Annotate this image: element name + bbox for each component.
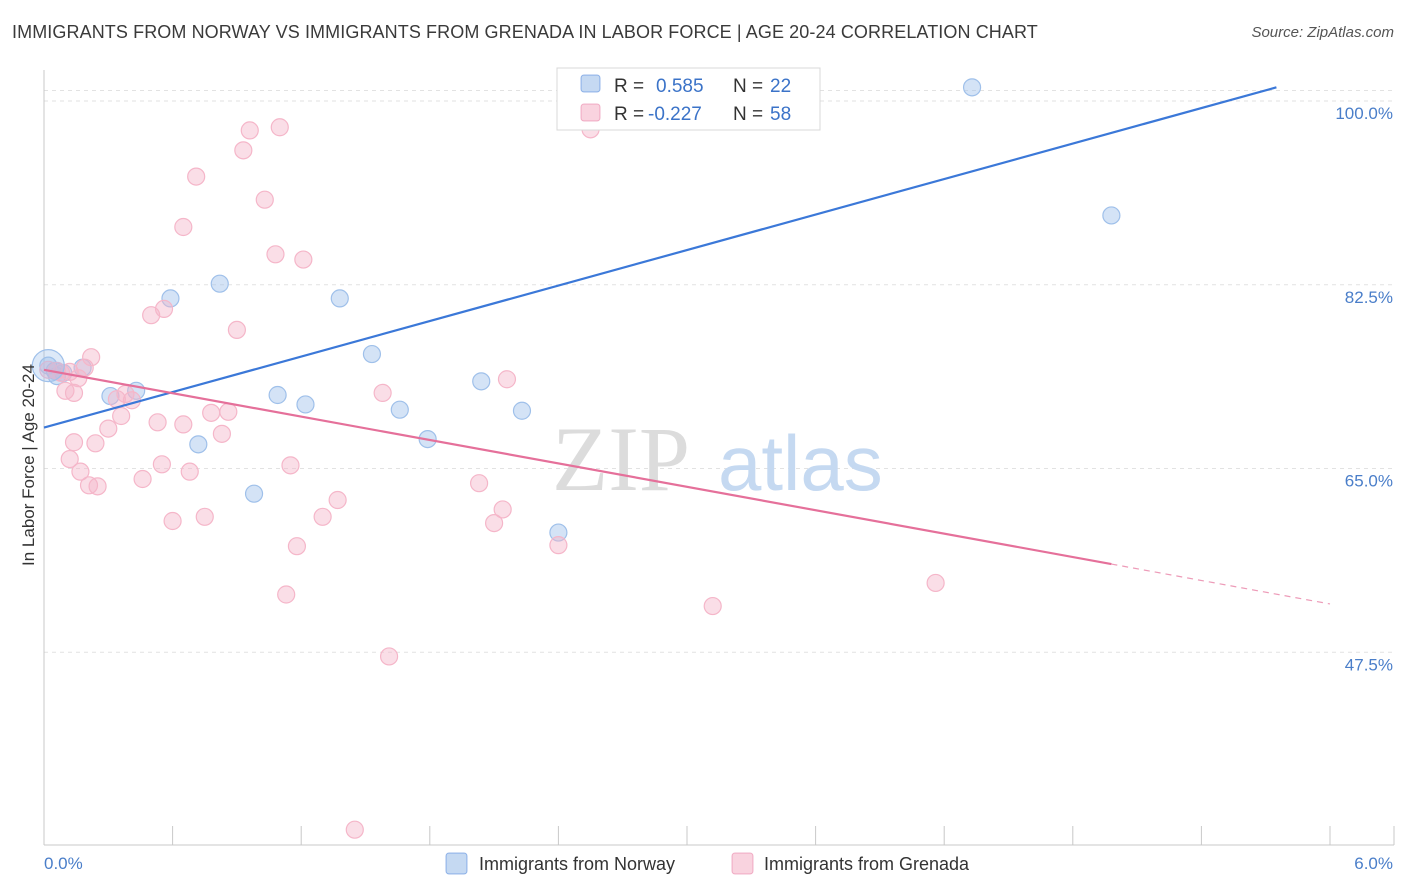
bottom-legend-swatch-norway	[445, 852, 468, 875]
x-tick-label: 6.0%	[1354, 854, 1393, 873]
grenada-point	[82, 348, 101, 367]
grenada-point	[99, 419, 118, 438]
grenada-point	[497, 370, 517, 389]
grenada-point	[227, 320, 246, 339]
y-tick-label: 100.0%	[1335, 104, 1393, 123]
grenada-point	[485, 513, 504, 533]
legend-r-value-grenada: -0.227	[648, 104, 702, 125]
norway-trend-line	[43, 86, 1277, 429]
legend-n-value-grenada: 58	[770, 104, 791, 125]
watermark: ZIP atlas	[552, 408, 883, 510]
legend-swatch-grenada	[580, 103, 601, 122]
grenada-point	[281, 456, 300, 475]
grenada-point	[163, 511, 182, 531]
norway-point	[189, 435, 208, 454]
norway-point-large	[31, 349, 65, 383]
norway-point	[244, 484, 264, 503]
grenada-point	[219, 402, 238, 421]
grenada-point	[112, 406, 131, 426]
grenada-point	[379, 647, 399, 666]
y-tick-label: 82.5%	[1345, 288, 1393, 307]
grenada-point	[703, 596, 722, 616]
grenada-point	[154, 299, 174, 318]
bottom-legend-label-norway: Immigrants from Norway	[479, 854, 675, 874]
grenada-point	[202, 403, 221, 422]
grenada-point	[174, 415, 193, 434]
watermark-zip: ZIP	[552, 408, 690, 510]
grenada-point	[926, 573, 945, 593]
legend-n-label-grenada: N =	[733, 104, 763, 125]
chart-source: Source: ZipAtlas.com	[1251, 24, 1394, 41]
grenada-point	[287, 537, 307, 556]
norway-point	[296, 395, 315, 414]
y-axis-label: In Labor Force | Age 20-24	[19, 364, 38, 566]
x-tick-label: 0.0%	[44, 854, 83, 873]
data-points	[31, 78, 1121, 839]
norway-point	[330, 289, 349, 308]
grenada-point	[148, 413, 167, 432]
grenada-point	[60, 449, 79, 469]
grenada-point	[493, 500, 512, 519]
grenada-point	[266, 245, 285, 264]
norway-point	[268, 385, 287, 405]
bottom-legend-label-grenada: Immigrants from Grenada	[764, 854, 970, 874]
norway-point	[210, 274, 229, 293]
y-tick-label: 65.0%	[1345, 472, 1393, 491]
bottom-legend: Immigrants from Norway Immigrants from G…	[445, 852, 970, 875]
chart-title: IMMIGRANTS FROM NORWAY VS IMMIGRANTS FRO…	[12, 22, 1038, 42]
grenada-point	[56, 381, 75, 400]
x-tick-labels: 0.0% 6.0%	[44, 854, 1393, 873]
norway-point	[161, 289, 180, 308]
grenada-point	[195, 507, 214, 526]
y-tick-label: 47.5%	[1345, 655, 1393, 674]
grenada-point	[277, 585, 296, 604]
legend-box: R = 0.585 N = 22 R = -0.227 N = 58	[556, 67, 821, 131]
bottom-legend-swatch-grenada	[731, 852, 754, 875]
grenada-point	[64, 433, 84, 452]
legend-box-frame	[556, 67, 821, 131]
norway-point	[962, 78, 982, 97]
grenada-point	[549, 536, 568, 555]
legend-r-value-norway: 0.585	[656, 76, 704, 97]
grenada-point	[152, 455, 171, 474]
grenada-point	[345, 820, 364, 839]
norway-point	[472, 372, 491, 391]
axes	[43, 70, 1395, 846]
grenada-point	[373, 383, 392, 402]
y-tick-labels: 100.0% 82.5% 65.0% 47.5%	[1335, 104, 1393, 674]
grenada-point	[328, 490, 347, 510]
grenada-point	[294, 250, 313, 269]
grenada-trend-line	[43, 368, 1112, 566]
grenada-point	[133, 469, 152, 489]
grenada-point	[86, 434, 105, 453]
norway-point	[390, 400, 409, 419]
grenada-point	[174, 217, 193, 237]
grenada-point	[187, 167, 206, 186]
norway-point	[512, 401, 532, 420]
legend-swatch-norway	[580, 74, 601, 93]
watermark-atlas: atlas	[718, 419, 883, 507]
norway-point	[362, 344, 382, 364]
grenada-point	[240, 121, 259, 140]
grenada-point	[234, 141, 253, 160]
legend-n-label-norway: N =	[733, 76, 763, 97]
norway-point	[549, 523, 568, 542]
grenada-point	[313, 507, 332, 526]
grenada-point	[180, 462, 199, 481]
legend-r-label-grenada: R =	[614, 104, 644, 125]
grenada-point	[270, 118, 289, 137]
grenada-point	[469, 474, 489, 493]
grenada-point	[71, 462, 90, 481]
grenada-point	[255, 190, 274, 209]
legend-r-label-norway: R =	[614, 76, 644, 97]
trend-lines	[43, 86, 1331, 605]
legend-n-value-norway: 22	[770, 76, 791, 97]
grenada-point	[212, 424, 231, 443]
grenada-point	[122, 391, 141, 410]
grenada-point	[88, 477, 107, 496]
grenada-trend-extension	[1111, 563, 1331, 605]
norway-point	[1102, 206, 1121, 225]
